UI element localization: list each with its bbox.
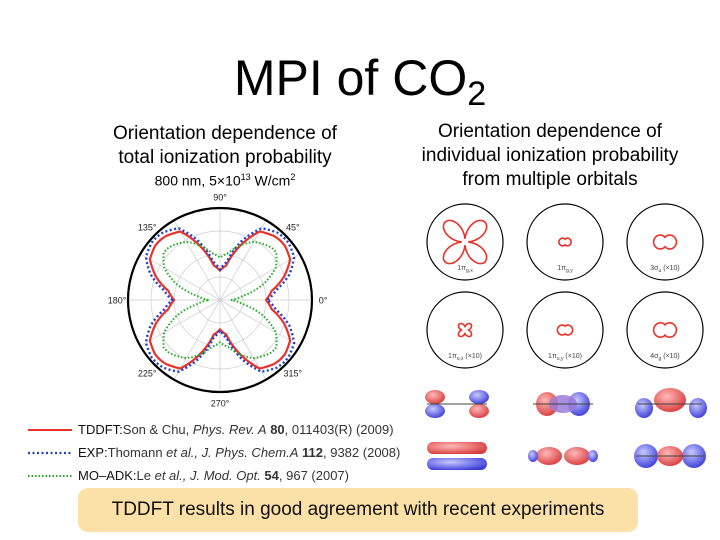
orbital-panel-6: 4σg (×10) [626,291,704,369]
polar-grid-spoke [140,253,300,347]
orbital-label-1: 1πg,x [457,265,473,274]
legend-ref-exp: Thomann et al., J. Phys. Chem.A 112, 938… [107,445,401,460]
legend-row-moadk: MO–ADK: Le et al., J. Mod. Opt. 54, 967 … [28,464,428,487]
orbital-label-5: 1πu,y (×10) [548,353,582,362]
orbital-image-6 [634,444,706,468]
main-polar-chart: 90° 45° 135° 180° 0° 225° 270° 315° [108,193,328,409]
orbital-panel-ring [426,291,504,369]
orbital-label-4: 1πu,x (×10) [448,353,482,362]
right-heading-line-1: Orientation dependence of [438,121,662,142]
left-heading: Orientation dependence of total ionizati… [60,122,390,170]
orbital-curve [457,322,473,338]
orbital-panel-ring [526,203,604,281]
orbital-image-2 [533,392,593,416]
orbital-image-grid [425,388,707,470]
angle-label-90: 90° [213,193,227,203]
orbital-panel-1: 1πg,x [426,203,504,281]
angle-label-270: 270° [211,399,230,409]
orbital-curve [556,324,574,336]
angle-label-225: 225° [138,368,157,378]
legend-label-moadk: MO–ADK: [78,468,137,483]
orbital-panel-ring [626,203,704,281]
legend: TDDFT: Son & Chu, Phys. Rev. A 80, 01140… [28,418,428,487]
angle-label-180: 180° [108,296,127,306]
polar-outer-ring [126,206,314,394]
angle-label-315: 315° [283,368,302,378]
legend-ref-moadk: Le et al., J. Mod. Opt. 54, 967 (2007) [136,468,349,483]
laser-conditions: 800 nm, 5×1013 W/cm2 [154,172,296,189]
orbital-label-3: 3σu (×10) [650,265,679,274]
orbital-panel-4: 1πu,x (×10) [426,291,504,369]
orbital-curve [558,237,572,247]
orbital-label-2: 1πg,y [557,265,573,274]
summary-box: TDDFT results in good agreement with rec… [78,488,638,532]
right-heading-line-2: individual ionization probability [421,145,679,166]
angle-label-135: 135° [138,223,157,233]
orbital-panel-3: 3σu (×10) [626,203,704,281]
right-heading: Orientation dependence of individual ion… [390,120,710,192]
orbital-curve [652,322,678,338]
series-curve-exp [144,227,296,373]
legend-swatch-moadk [28,474,72,477]
orbital-image-5 [528,447,598,465]
series-curve-tddft [148,230,292,370]
legend-label-tddft: TDDFT: [78,422,123,437]
orbital-image-4 [427,442,487,470]
legend-row-exp: EXP: Thomann et al., J. Phys. Chem.A 112,… [28,441,428,464]
left-heading-line-1: Orientation dependence of [113,123,337,144]
orbital-curve [442,219,488,265]
orbital-curve [652,234,678,250]
orbital-panel-5: 1πu,y (×10) [526,291,604,369]
orbital-image-3 [635,388,707,418]
orbital-panel-2: 1πg,y [526,203,604,281]
orbital-panel-ring [626,291,704,369]
orbital-label-6: 4σg (×10) [650,353,679,362]
title-subscript: 2 [467,75,487,113]
orbital-image-1 [425,390,489,418]
legend-swatch-exp [28,451,72,454]
orbital-panel-ring [526,291,604,369]
left-heading-line-2: total ionization probability [118,147,332,168]
orbital-polar-grid: 1πg,x 1πg,y 3σu (×10) 1πu,x (×10) 1πu,y (×10… [426,203,704,369]
slide-title: MPI of CO2 [233,50,487,113]
legend-swatch-tddft [28,428,72,431]
legend-ref-tddft: Son & Chu, Phys. Rev. A 80, 011403(R) (2… [122,422,394,437]
series-curve-moadk [162,240,278,360]
orbital-panel-ring [426,203,504,281]
right-heading-line-3: from multiple orbitals [462,169,638,190]
angle-label-0: 0° [319,296,328,306]
legend-row-tddft: TDDFT: Son & Chu, Phys. Rev. A 80, 01140… [28,418,428,441]
legend-label-exp: EXP: [78,445,108,460]
angle-label-45: 45° [286,223,300,233]
